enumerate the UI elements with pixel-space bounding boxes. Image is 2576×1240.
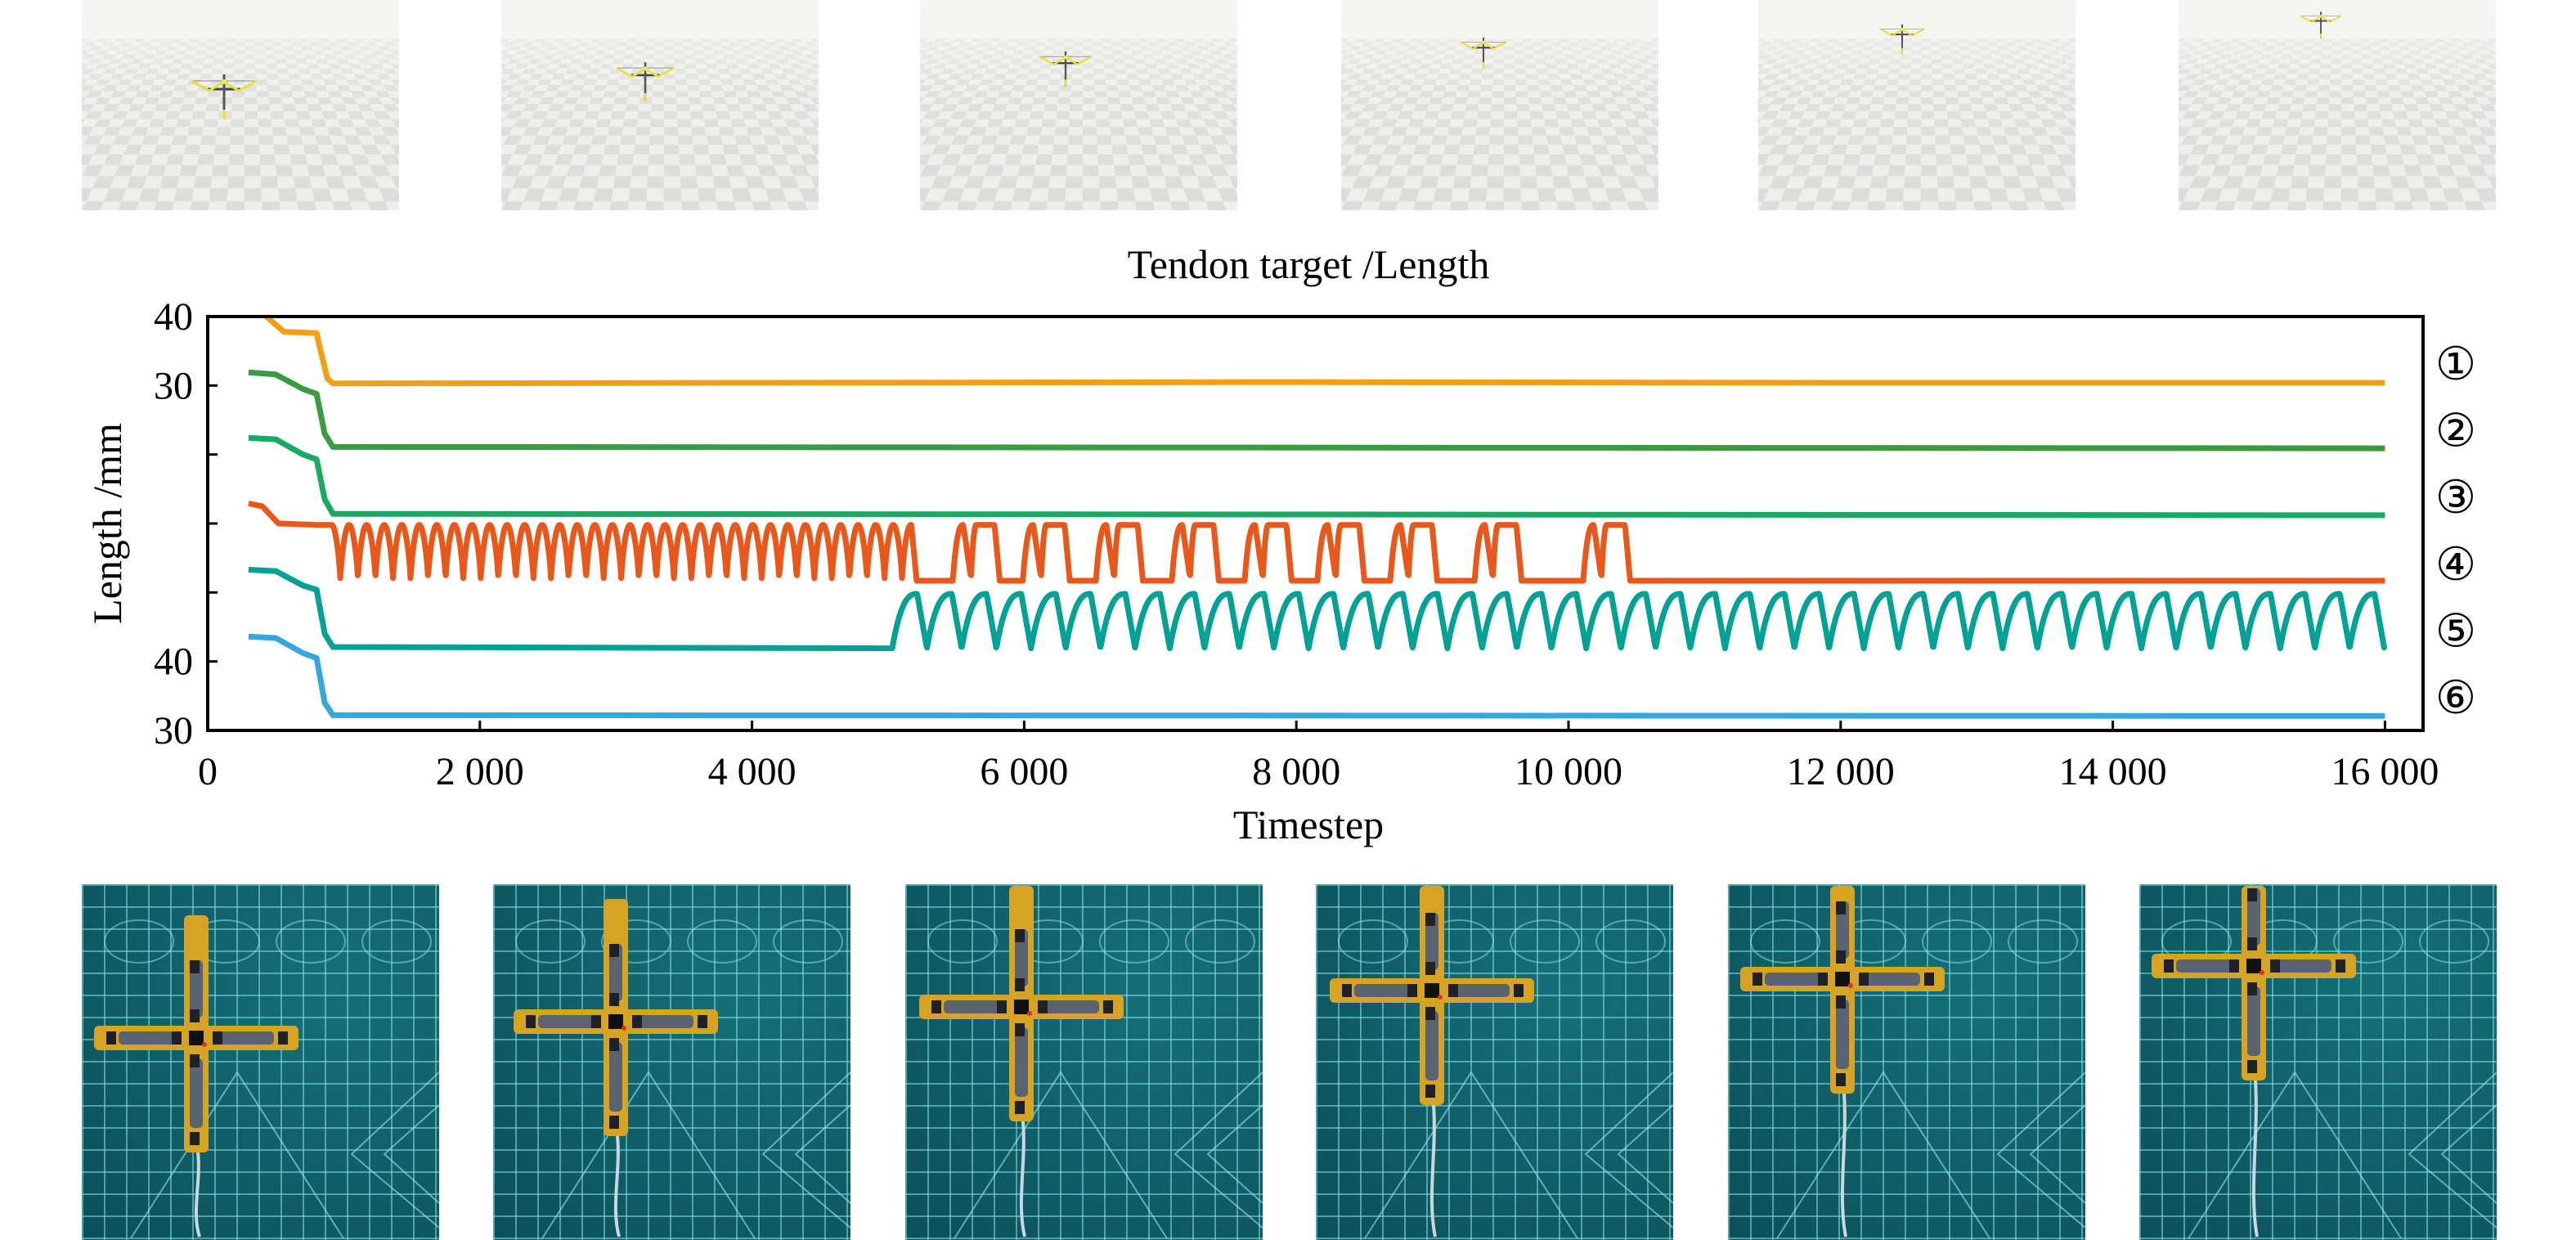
y-axis-label: Length /mm: [84, 423, 130, 624]
series-label-6: ⑥: [2435, 672, 2476, 725]
robot-model-icon: [191, 74, 258, 119]
series-label-4: ④: [2435, 538, 2476, 591]
x-tick-label: 12 000: [1787, 750, 1895, 793]
x-tick-label: 4 000: [708, 750, 797, 793]
soft-robot-icon: [1330, 886, 1673, 1239]
robot-model-icon: [2300, 11, 2342, 40]
series-line-3: [248, 434, 2385, 519]
series-line-1: [264, 314, 2385, 387]
x-tick-label: 10 000: [1515, 750, 1622, 793]
robot-photo: [905, 884, 1263, 1240]
x-tick-label: 16 000: [2331, 750, 2439, 793]
cutting-mat: [493, 884, 850, 1240]
x-tick-label: 6 000: [980, 750, 1068, 793]
plot-area: ① ② ③ ④ ⑤ ⑥ 0 2 000 4 000 6 000 8 000 10 000 12 000 1…: [154, 295, 2476, 793]
x-tick-label: 0: [198, 750, 218, 793]
series-line-4: [248, 501, 2385, 584]
robot-photo: [493, 884, 850, 1240]
soft-robot-icon: [514, 899, 850, 1239]
robot-model-icon: [1039, 51, 1093, 88]
soft-robot-icon: [919, 886, 1263, 1239]
series-line-2: [248, 369, 2385, 452]
floor-fade: [1758, 0, 2076, 210]
x-tick-label: 14 000: [2059, 750, 2167, 793]
series-line-5: [248, 567, 2388, 652]
robot-photo: [1728, 884, 2085, 1240]
robot-model-icon: [1460, 37, 1507, 70]
floor-fade: [920, 0, 1237, 210]
series-label-3: ③: [2435, 471, 2476, 524]
series-label-1: ①: [2435, 338, 2476, 391]
cutting-mat: [1316, 884, 1673, 1240]
soft-robot-icon: [2152, 886, 2497, 1239]
floor-fade: [1341, 0, 1658, 210]
floor-fade: [2179, 0, 2496, 210]
y-tick-label: 30: [154, 709, 193, 753]
y-tick-label: 40: [154, 295, 193, 339]
simulation-frame: [2179, 0, 2496, 210]
simulation-frame: [82, 0, 399, 210]
x-axis-label: Timestep: [1233, 802, 1384, 847]
x-tick-label: 8 000: [1252, 750, 1340, 793]
cutting-mat: [905, 884, 1263, 1240]
series-label-2: ②: [2435, 405, 2476, 458]
soft-robot-icon: [94, 915, 439, 1239]
robot-model-icon: [1879, 24, 1925, 56]
series-label-5: ⑤: [2435, 604, 2476, 658]
robot-photo: [1316, 884, 1673, 1240]
tendon-length-chart: Tendon target /Length ① ② ③ ④ ⑤ ⑥ 0 2 000 4 000 6…: [84, 241, 2476, 847]
simulation-frame: [1758, 0, 2076, 210]
soft-robot-icon: [1740, 886, 2085, 1239]
y-tick-label: 30: [154, 364, 193, 407]
simulation-frame: [501, 0, 819, 210]
x-tick-label: 2 000: [436, 750, 524, 793]
simulation-frame: [1341, 0, 1658, 210]
floor-fade: [82, 0, 399, 210]
robot-model-icon: [616, 62, 675, 102]
robot-photo: [82, 884, 439, 1240]
floor-fade: [501, 0, 819, 210]
simulation-frame: [920, 0, 1237, 210]
y-tick-label: 40: [154, 640, 193, 684]
cutting-mat: [1728, 884, 2085, 1240]
series-line-6: [248, 633, 2385, 719]
robot-photo: [2139, 884, 2497, 1240]
cutting-mat: [2139, 884, 2497, 1240]
cutting-mat: [82, 884, 439, 1240]
chart-title: Tendon target /Length: [1128, 241, 1490, 287]
